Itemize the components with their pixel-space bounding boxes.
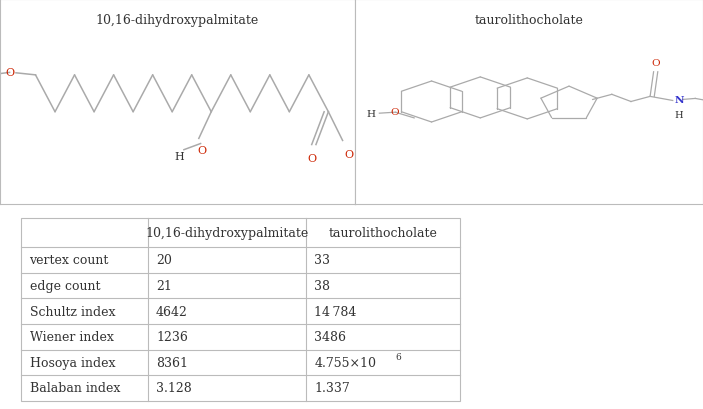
Text: Balaban index: Balaban index: [30, 382, 120, 395]
Text: 3.128: 3.128: [156, 382, 192, 395]
Text: O: O: [390, 108, 399, 117]
Text: 1.337: 1.337: [314, 382, 350, 395]
Text: edge count: edge count: [30, 279, 100, 292]
Text: 6: 6: [395, 352, 401, 361]
Text: 10,16-dihydroxypalmitate: 10,16-dihydroxypalmitate: [145, 227, 309, 240]
Text: O: O: [344, 149, 354, 159]
Text: O: O: [651, 58, 659, 67]
Text: N: N: [674, 96, 684, 105]
Text: −: −: [355, 145, 363, 154]
Text: 14 784: 14 784: [314, 305, 356, 318]
Bar: [21, 219, 460, 401]
Text: 1236: 1236: [156, 330, 188, 344]
Text: taurolithocholate: taurolithocholate: [329, 227, 437, 240]
Text: Schultz index: Schultz index: [30, 305, 115, 318]
Text: Hosoya index: Hosoya index: [30, 356, 115, 369]
Text: 3486: 3486: [314, 330, 347, 344]
Text: 20: 20: [156, 254, 172, 267]
Text: H: H: [367, 110, 376, 119]
Text: O: O: [5, 67, 14, 78]
Text: 4.755×10: 4.755×10: [314, 356, 376, 369]
Text: 8361: 8361: [156, 356, 188, 369]
Text: taurolithocholate: taurolithocholate: [475, 14, 583, 27]
Text: 10,16-dihydroxypalmitate: 10,16-dihydroxypalmitate: [96, 14, 259, 27]
Text: 21: 21: [156, 279, 172, 292]
Text: O: O: [308, 153, 317, 163]
Text: 33: 33: [314, 254, 330, 267]
Text: vertex count: vertex count: [30, 254, 109, 267]
Text: H: H: [674, 111, 683, 120]
Text: 4642: 4642: [156, 305, 188, 318]
Text: H: H: [174, 151, 184, 161]
Text: 38: 38: [314, 279, 330, 292]
Text: Wiener index: Wiener index: [30, 330, 113, 344]
Text: O: O: [198, 145, 207, 155]
